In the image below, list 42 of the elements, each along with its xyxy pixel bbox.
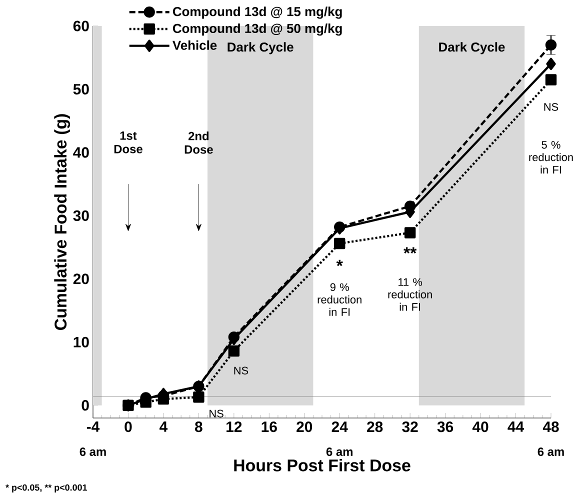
annotation: 5 % reduction in FI (529, 141, 573, 174)
x-tick-label: 8 (195, 422, 202, 432)
x-tick-label: 24 (332, 422, 348, 432)
x-tick-label: 36 (437, 422, 454, 432)
band-label: Dark Cycle (439, 42, 505, 54)
legend-label: Compound 13d @ 15 mg/kg (172, 6, 342, 19)
annotation: NS (210, 410, 224, 418)
y-tick-label: 10 (74, 336, 89, 348)
y-tick-label: 60 (73, 20, 89, 32)
x-tick-label: 40 (472, 422, 488, 432)
text: 6 am (326, 448, 352, 456)
x-tick-label: 20 (296, 422, 312, 432)
x-tick-label: 48 (542, 422, 559, 432)
text: * p<0.05, ** p<0.001 (6, 484, 88, 492)
y-tick-label: 0 (82, 400, 89, 411)
x-tick-label: 44 (508, 422, 524, 432)
x-tick-label: 28 (367, 422, 383, 432)
y-tick-label: 30 (73, 210, 89, 221)
annotation: * (336, 260, 343, 266)
legend-label: Compound 13d @ 50 mg/kg (172, 24, 342, 36)
legend-label: Vehicle (172, 40, 217, 50)
x-tick-label: -4 (86, 422, 100, 432)
x-tick-label: 0 (124, 422, 132, 432)
x-tick-label: 12 (226, 422, 242, 432)
annotation: NS (234, 366, 248, 374)
y-tick-label: 40 (73, 147, 89, 158)
y-axis-title: Cumulative Food Intake (g) (54, 114, 70, 330)
text: 6 am (80, 448, 106, 456)
annotation: 9 % reduction in FI (318, 283, 362, 316)
y-tick-label: 20 (73, 274, 89, 284)
annotation: 11 % reduction in FI (388, 278, 432, 311)
x-tick-label: 16 (262, 422, 277, 432)
annotation: 1st Dose (114, 132, 142, 154)
y-tick-label: 50 (73, 84, 89, 95)
x-tick-label: 32 (402, 422, 418, 432)
text: 6 am (538, 448, 564, 456)
annotation: ** (404, 247, 417, 254)
x-tick-label: 4 (160, 422, 168, 432)
x-axis-title: Hours Post First Dose (234, 458, 410, 472)
annotation: NS (544, 103, 558, 111)
band-label: Dark Cycle (228, 42, 294, 54)
annotation: 2nd Dose (184, 132, 213, 154)
